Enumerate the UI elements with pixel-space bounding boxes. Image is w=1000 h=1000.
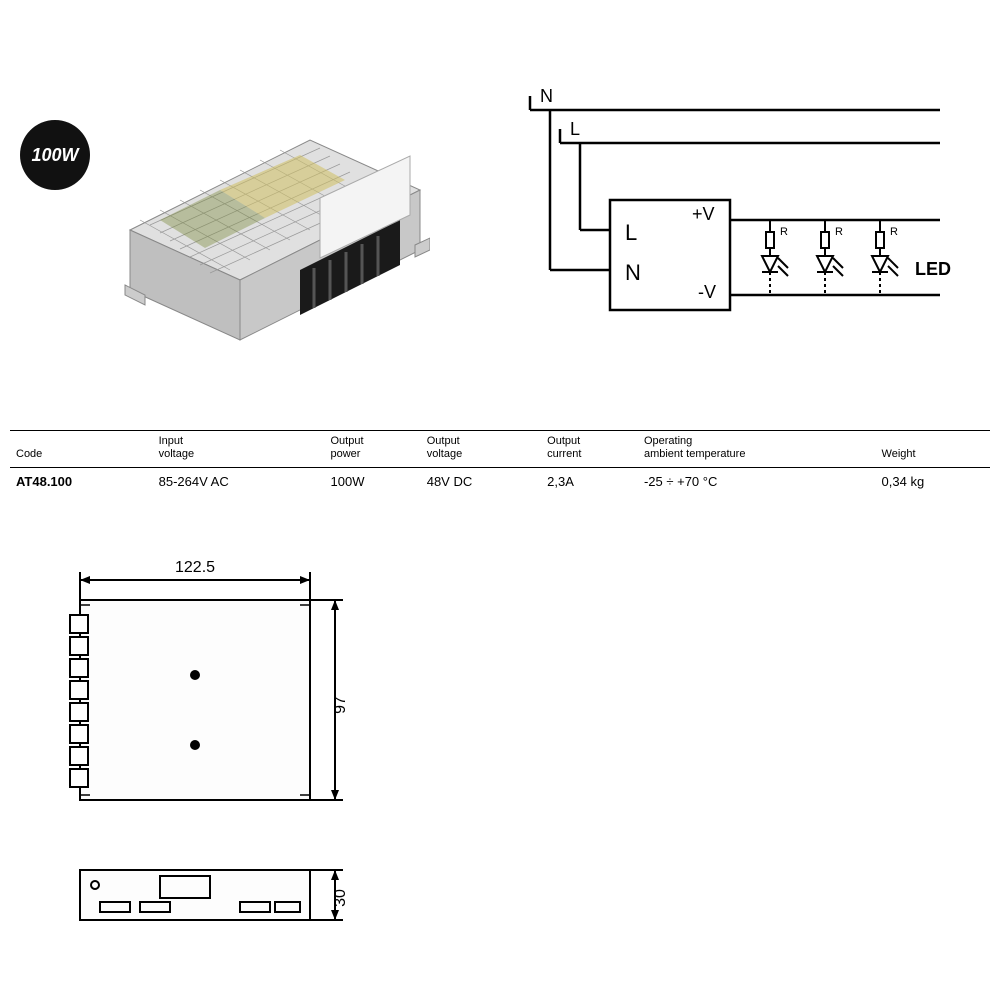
dim-height: 30 xyxy=(332,889,349,907)
col-voltage: Output voltage xyxy=(421,431,541,468)
wiring-label-N-top: N xyxy=(540,86,553,106)
table-row: AT48.100 85-264V AC 100W 48V DC 2,3A -25… xyxy=(10,468,990,496)
col-input: Input voltage xyxy=(153,431,325,468)
dim-depth: 97 xyxy=(332,696,349,714)
dimension-drawing-icon: 122.5 97 30 xyxy=(40,550,390,970)
cell-code: AT48.100 xyxy=(10,468,153,496)
wiring-label-Vplus: +V xyxy=(692,204,715,224)
psu-photo-icon xyxy=(100,120,430,380)
cell-temp: -25 ÷ +70 °C xyxy=(638,468,876,496)
wiring-label-L-top: L xyxy=(570,119,580,139)
col-code: Code xyxy=(10,431,153,468)
col-power: Output power xyxy=(325,431,421,468)
cell-weight: 0,34 kg xyxy=(876,468,990,496)
wiring-label-N-box: N xyxy=(625,260,641,285)
col-weight: Weight xyxy=(876,431,990,468)
col-current: Output current xyxy=(541,431,638,468)
led-r-label-1: R xyxy=(780,226,788,238)
led-r-label-2: R xyxy=(835,226,843,238)
cell-current: 2,3A xyxy=(541,468,638,496)
col-temp: Operating ambient temperature xyxy=(638,431,876,468)
led-r-label-3: R xyxy=(890,226,898,238)
dim-width: 122.5 xyxy=(175,559,215,576)
power-badge-label: 100W xyxy=(31,145,78,166)
wiring-diagram-icon: N L L N +V -V LED R xyxy=(470,80,970,380)
wiring-label-LED: LED xyxy=(915,259,951,279)
wiring-diagram-area: N L L N +V -V LED R xyxy=(470,80,1000,400)
cell-power: 100W xyxy=(325,468,421,496)
wiring-label-L-box: L xyxy=(625,220,637,245)
cell-input: 85-264V AC xyxy=(153,468,325,496)
spec-table: Code Input voltage Output power Output v… xyxy=(10,430,990,495)
power-badge: 100W xyxy=(20,120,90,190)
wiring-label-Vminus: -V xyxy=(698,282,716,302)
product-photo-area: 100W xyxy=(0,80,470,400)
cell-voltage: 48V DC xyxy=(421,468,541,496)
dimension-drawing-area: 122.5 97 30 xyxy=(40,550,390,950)
